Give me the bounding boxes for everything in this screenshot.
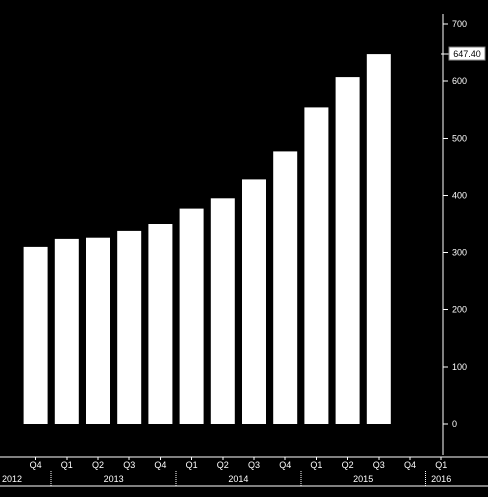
x-tick-label: Q3 [248,460,260,470]
bar [179,208,204,424]
x-tick-label: Q3 [123,460,135,470]
x-year-label: 2012 [2,474,22,484]
x-tick-label: Q4 [279,460,291,470]
x-tick-label: Q1 [186,460,198,470]
x-year-label: 2013 [104,474,124,484]
bar [242,179,266,424]
y-tick-label: 400 [452,190,467,200]
bar [148,224,173,424]
y-tick-label: 700 [452,19,467,29]
x-tick-label: Q1 [61,460,73,470]
x-tick-label: Q2 [92,460,104,470]
bar [210,198,235,424]
last-value-callout: 647.40 [441,46,486,61]
bar [117,230,142,424]
x-year-label: 2016 [431,474,451,484]
last-value-box [448,46,486,61]
y-tick-label: 300 [452,248,467,258]
y-tick-label: 0 [452,419,457,429]
x-tick-label: Q4 [30,460,42,470]
y-tick-label: 600 [452,76,467,86]
y-tick-label: 200 [452,305,467,315]
x-tick-label: Q2 [342,460,354,470]
x-tick-label: Q4 [154,460,166,470]
x-tick-label: Q1 [435,460,447,470]
bar [54,238,79,424]
bar [335,77,360,424]
bar [23,246,48,424]
bar [366,54,391,424]
x-tick-label: Q1 [310,460,322,470]
bar [304,107,329,425]
bar [86,237,110,424]
x-year-label: 2014 [228,474,248,484]
x-tick-label: Q2 [217,460,229,470]
x-year-label: 2015 [353,474,373,484]
x-tick-label: Q3 [373,460,385,470]
bars-group [23,54,391,425]
x-tick-label: Q4 [404,460,416,470]
x-axis: Q4 Q1 Q2 Q3 Q4 Q1 Q2 Q3 Q4 Q1 Q2 Q3 Q4 Q1 2012 2013 2014… [0,456,488,487]
y-tick-label: 100 [452,362,467,372]
y-axis: 0 100 200 300 400 500 600 700 [442,14,467,455]
last-value-label: 647.40 [453,49,481,59]
bar [273,151,298,424]
y-tick-label: 500 [452,133,467,143]
